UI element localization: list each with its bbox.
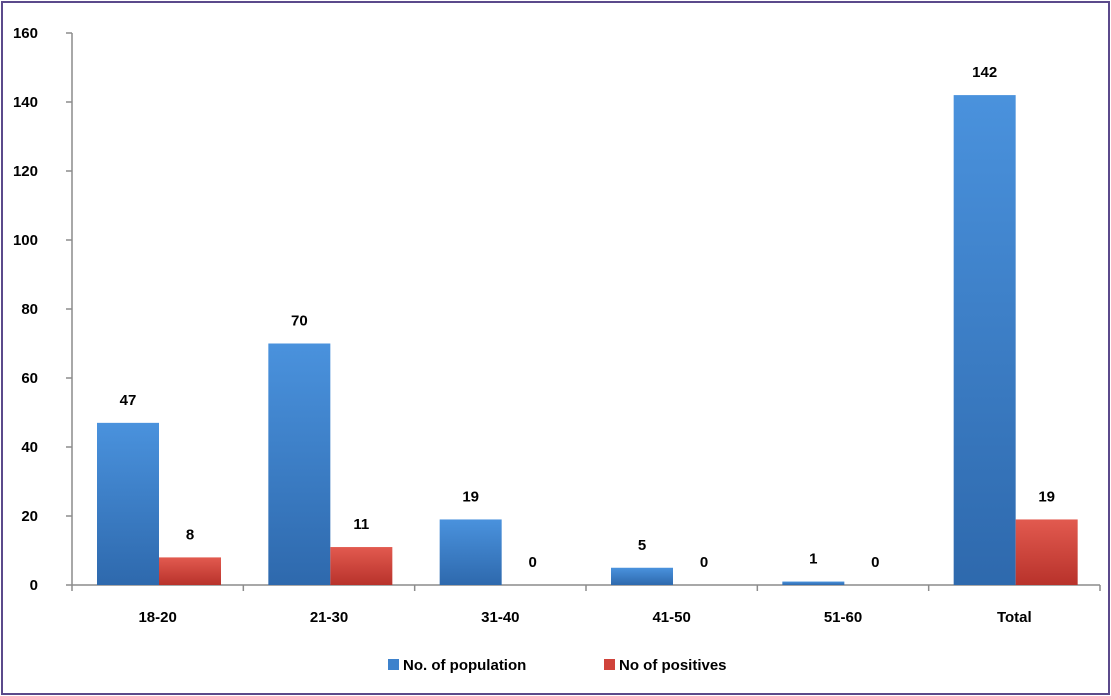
data-label-population: 70: [291, 313, 308, 330]
bar-population-18-20: [97, 422, 159, 585]
y-tick-label: 100: [13, 232, 38, 249]
bar-population-31-40: [439, 519, 502, 585]
bar-population-51-60: [782, 581, 845, 585]
data-label-population: 47: [120, 392, 137, 409]
y-tick-label: 40: [21, 439, 38, 456]
data-label-positives: 0: [528, 554, 536, 571]
data-label-positives: 19: [1038, 488, 1055, 505]
y-tick-label: 60: [21, 370, 38, 387]
y-tick-label: 80: [21, 301, 38, 318]
x-tick-label: 31-40: [481, 609, 519, 626]
x-tick-label: 18-20: [138, 609, 176, 626]
legend-label: No. of population: [403, 657, 526, 674]
data-label-positives: 0: [871, 554, 879, 571]
legend-swatch: [388, 659, 399, 670]
x-tick-label: 21-30: [310, 609, 348, 626]
y-tick-label: 140: [13, 94, 38, 111]
x-tick-label: 41-50: [652, 609, 690, 626]
bar-positives-21-30: [330, 547, 393, 585]
y-tick-label: 160: [13, 25, 38, 42]
legend: No. of population No of positives: [388, 657, 727, 674]
x-tick-label: 51-60: [824, 609, 862, 626]
data-label-positives: 0: [700, 554, 708, 571]
bar-population-Total: [953, 95, 1016, 585]
y-tick-label: 20: [21, 508, 38, 525]
legend-label: No of positives: [619, 657, 727, 674]
y-tick-label: 0: [30, 577, 38, 594]
bars: [97, 95, 1078, 585]
bar-population-21-30: [268, 343, 331, 585]
x-tick-label: Total: [997, 609, 1032, 626]
bar-population-41-50: [611, 567, 673, 585]
data-label-population: 1: [809, 551, 817, 568]
bar-positives-Total: [1015, 519, 1078, 585]
bar-positives-18-20: [159, 557, 221, 585]
legend-swatch: [604, 659, 615, 670]
data-label-population: 5: [638, 537, 646, 554]
data-labels: 47 70 19 5 1 142 8 11 0 0 0 19: [120, 64, 1055, 571]
data-label-population: 19: [462, 488, 479, 505]
data-label-positives: 8: [186, 526, 194, 543]
y-tick-label: 120: [13, 163, 38, 180]
data-label-population: 142: [972, 64, 997, 81]
data-label-positives: 11: [353, 516, 369, 533]
